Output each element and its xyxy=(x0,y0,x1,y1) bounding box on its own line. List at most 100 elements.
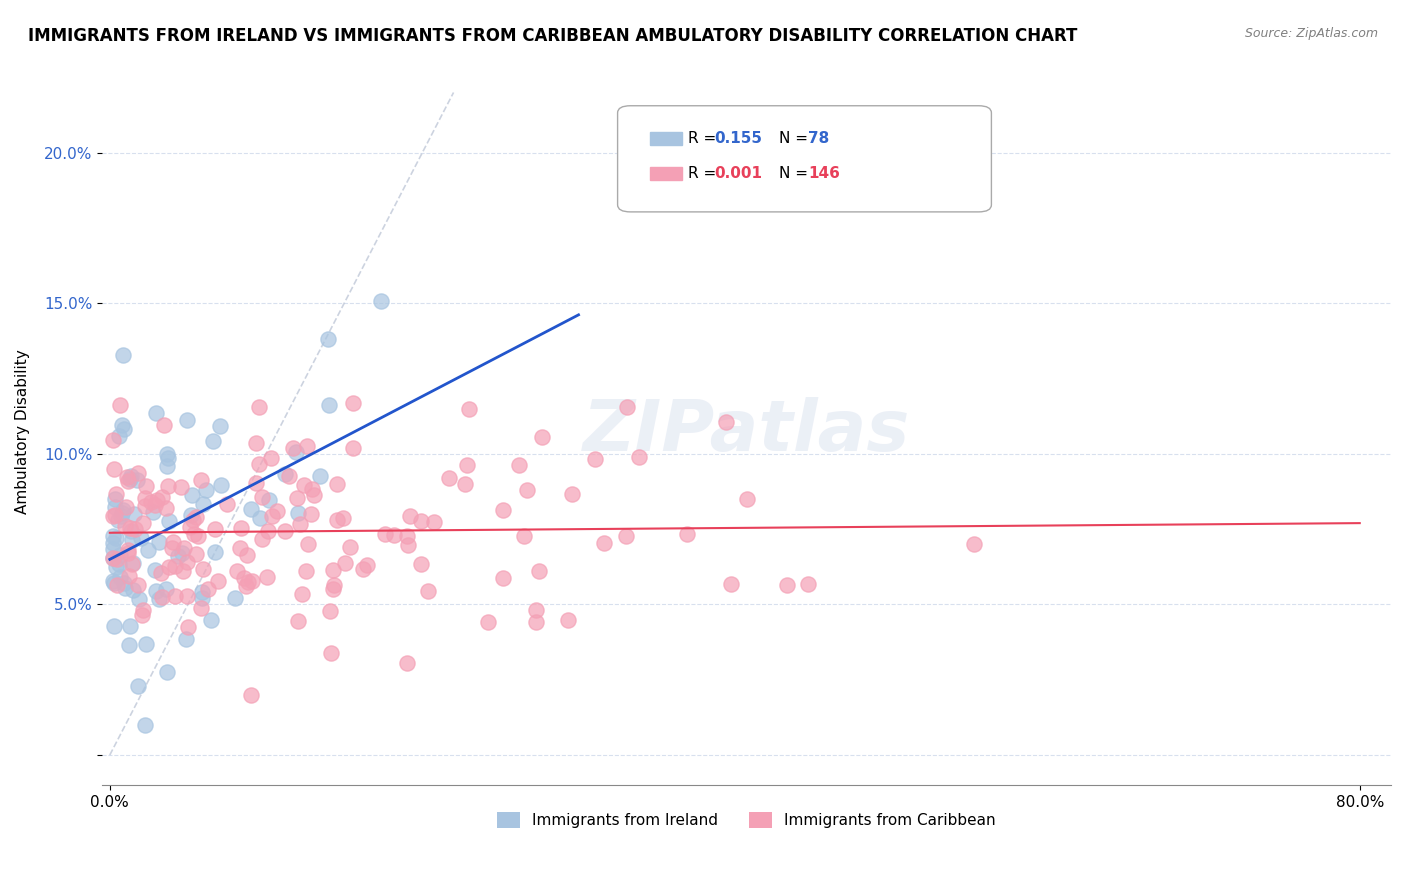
Point xyxy=(124,508,146,522)
Point xyxy=(135,479,157,493)
Point xyxy=(332,511,354,525)
Point xyxy=(557,613,579,627)
Point xyxy=(114,582,136,596)
Point xyxy=(127,466,149,480)
Point xyxy=(112,348,135,362)
Point xyxy=(103,619,125,633)
Point xyxy=(181,513,204,527)
Point xyxy=(112,575,135,590)
Point xyxy=(399,509,422,524)
Point xyxy=(211,477,233,491)
Point xyxy=(156,447,179,461)
Point xyxy=(114,519,136,533)
Point xyxy=(512,529,534,543)
Point xyxy=(370,293,392,308)
Point xyxy=(326,513,349,527)
Point xyxy=(104,500,127,515)
Text: N =: N = xyxy=(779,166,813,181)
Point xyxy=(273,524,295,538)
Point xyxy=(134,718,156,732)
Point xyxy=(257,524,280,538)
Point xyxy=(112,422,135,436)
Point xyxy=(245,435,267,450)
Point xyxy=(173,541,195,555)
Point xyxy=(156,459,179,474)
Point xyxy=(204,522,226,536)
Point xyxy=(614,529,637,543)
Point xyxy=(456,458,478,473)
Point xyxy=(326,476,349,491)
Point xyxy=(134,499,156,513)
Point xyxy=(453,477,475,491)
Point xyxy=(240,688,263,702)
Point xyxy=(160,541,183,556)
Point xyxy=(737,492,759,507)
Point xyxy=(236,548,259,562)
Point xyxy=(127,679,149,693)
Point xyxy=(155,582,177,596)
Point xyxy=(145,498,167,512)
Text: 0.155: 0.155 xyxy=(714,131,762,145)
Point xyxy=(301,482,323,496)
Point xyxy=(180,508,202,523)
Point xyxy=(200,614,222,628)
Point xyxy=(181,488,204,502)
Point xyxy=(299,507,322,521)
Point xyxy=(288,517,311,532)
Point xyxy=(172,564,194,578)
Point xyxy=(204,544,226,558)
Point xyxy=(134,491,156,505)
Point xyxy=(131,607,153,622)
Point xyxy=(191,497,214,511)
Point xyxy=(250,532,273,546)
Point xyxy=(409,557,432,571)
Point xyxy=(292,478,315,492)
Point xyxy=(191,591,214,605)
Point xyxy=(209,419,232,434)
Point xyxy=(108,399,131,413)
Point xyxy=(150,590,173,604)
Text: Source: ZipAtlas.com: Source: ZipAtlas.com xyxy=(1244,27,1378,40)
Point xyxy=(561,487,583,501)
Point xyxy=(124,522,146,536)
Text: R =: R = xyxy=(689,131,721,145)
Point xyxy=(152,417,174,432)
Point xyxy=(458,402,481,417)
Point xyxy=(627,450,650,464)
Point xyxy=(101,551,124,566)
Point xyxy=(247,400,270,414)
Point xyxy=(342,442,364,456)
Point xyxy=(121,558,143,572)
Point xyxy=(117,638,139,652)
Point xyxy=(115,500,138,515)
Point xyxy=(318,398,340,412)
Point xyxy=(516,483,538,497)
Point xyxy=(145,406,167,420)
Point xyxy=(156,479,179,493)
Point xyxy=(207,574,229,588)
Point xyxy=(616,401,638,415)
Point xyxy=(146,492,169,507)
Point xyxy=(120,524,142,538)
Point xyxy=(316,332,339,346)
Point xyxy=(963,537,986,551)
Point xyxy=(162,534,184,549)
Point xyxy=(238,574,260,589)
Point xyxy=(245,475,267,490)
Point xyxy=(150,490,173,504)
Point xyxy=(183,527,205,541)
Point xyxy=(247,457,270,471)
Point xyxy=(111,417,134,432)
Point xyxy=(593,536,616,550)
Point xyxy=(157,451,180,466)
Point xyxy=(127,578,149,592)
Point xyxy=(295,439,318,453)
Point xyxy=(492,571,515,585)
Point xyxy=(235,579,257,593)
Point xyxy=(287,506,309,520)
Text: IMMIGRANTS FROM IRELAND VS IMMIGRANTS FROM CARIBBEAN AMBULATORY DISABILITY CORRE: IMMIGRANTS FROM IRELAND VS IMMIGRANTS FR… xyxy=(28,27,1077,45)
Point xyxy=(396,656,419,670)
Point xyxy=(165,589,187,603)
Point xyxy=(266,504,288,518)
Point xyxy=(418,584,440,599)
